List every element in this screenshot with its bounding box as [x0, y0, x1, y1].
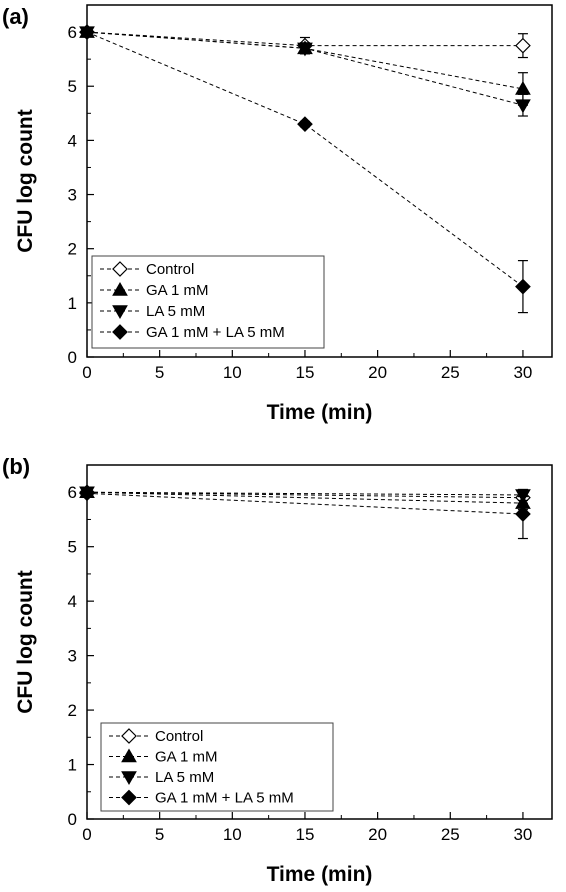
series-line	[86, 31, 524, 288]
x-tick-label: 25	[441, 825, 460, 844]
x-axis-title: Time (min)	[267, 401, 373, 424]
legend-box	[100, 722, 334, 812]
x-tick-label: 5	[155, 825, 164, 844]
y-tick-label: 2	[68, 240, 77, 259]
plot-frame	[86, 4, 553, 358]
legend-marker	[121, 771, 137, 786]
series-3	[79, 485, 531, 540]
legend-label: GA 1 mM + LA 5 mM	[155, 790, 294, 807]
y-tick-label: 4	[68, 131, 77, 150]
x-tick-label: 15	[296, 363, 315, 382]
data-point	[515, 278, 531, 295]
legend-label: GA 1 mM	[146, 282, 209, 299]
y-tick-label: 4	[68, 592, 77, 611]
legend-marker	[121, 748, 137, 763]
y-tick-label: 5	[68, 77, 77, 96]
legend-marker	[112, 324, 128, 340]
data-point	[297, 42, 313, 57]
x-tick-label: 30	[513, 825, 532, 844]
series-line	[86, 492, 523, 515]
x-tick-label: 5	[155, 363, 164, 382]
data-point	[515, 37, 531, 54]
y-tick-label: 1	[68, 756, 77, 775]
series-line	[86, 491, 523, 504]
panel-label: (a)	[2, 4, 29, 29]
x-tick-label: 0	[82, 825, 91, 844]
x-tick-label: 10	[223, 363, 242, 382]
data-point	[515, 506, 531, 522]
legend-marker	[112, 305, 128, 320]
y-axis-title: CFU log count	[14, 109, 37, 252]
x-tick-label: 30	[513, 363, 532, 382]
legend-marker	[121, 789, 137, 806]
legend-marker	[112, 261, 128, 277]
series-3	[79, 24, 531, 314]
legend-marker	[121, 728, 137, 744]
legend-label: LA 5 mM	[146, 303, 205, 320]
panel-label: (b)	[2, 454, 30, 479]
data-point	[79, 485, 95, 502]
y-tick-label: 6	[68, 483, 77, 502]
y-tick-label: 6	[68, 23, 77, 42]
legend-label: Control	[155, 728, 203, 745]
plot-frame	[86, 464, 553, 820]
legend-label: Control	[146, 261, 194, 278]
y-tick-label: 2	[68, 701, 77, 720]
y-tick-label: 0	[68, 810, 77, 829]
chart-panel-b: (b) 0 5 10 15 20 25 30 0 1 2 3 4 5 6 Time (min) CFU log …	[2, 454, 553, 886]
y-tick-label: 3	[68, 647, 77, 666]
legend-marker	[112, 281, 128, 296]
legend: Control GA 1 mM LA 5 mM GA 1 mM + LA 5 mM	[100, 722, 334, 812]
y-axis-title: CFU log count	[14, 570, 37, 713]
x-tick-label: 15	[296, 825, 315, 844]
legend-label: LA 5 mM	[155, 769, 214, 786]
series-0	[79, 484, 531, 506]
x-tick-label: 10	[223, 825, 242, 844]
series-line	[86, 491, 523, 496]
legend-box	[91, 255, 325, 349]
x-tick-label: 20	[368, 363, 387, 382]
x-tick-label: 20	[368, 825, 387, 844]
y-tick-label: 3	[68, 186, 77, 205]
x-axis-title: Time (min)	[267, 863, 373, 886]
data-point	[297, 116, 313, 132]
x-tick-label: 0	[82, 363, 91, 382]
series-1	[79, 484, 531, 511]
y-tick-label: 0	[68, 348, 77, 367]
legend-label: GA 1 mM + LA 5 mM	[146, 324, 285, 341]
data-point	[515, 99, 531, 114]
legend: Control GA 1 mM LA 5 mM GA 1 mM + LA 5 mM	[91, 255, 325, 349]
y-tick-label: 5	[68, 538, 77, 557]
y-tick-label: 1	[68, 294, 77, 313]
x-tick-label: 25	[441, 363, 460, 382]
legend-label: GA 1 mM	[155, 749, 218, 766]
data-point	[79, 24, 95, 40]
chart-panel-a: (a) 0 5 10 15 20 25 30 0 1 2 3 4 5 6 Time (min) CFU log …	[2, 4, 553, 424]
